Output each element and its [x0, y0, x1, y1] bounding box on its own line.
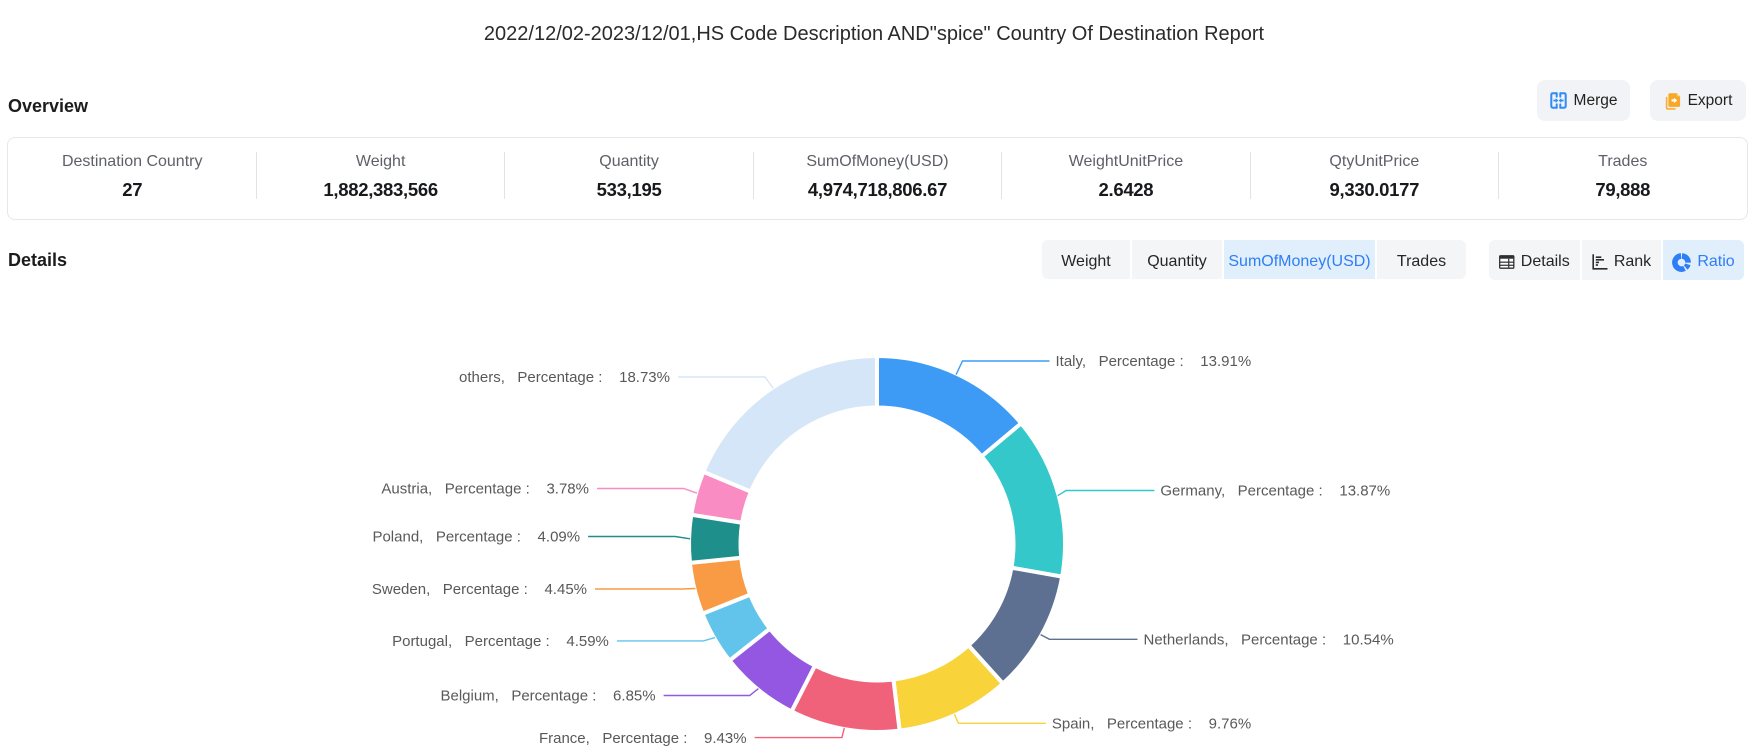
- svg-text:Italy, Percentage : 13.91: Italy, Percentage : 13.91%: [1056, 353, 1252, 370]
- svg-text:Poland, Percentage : 4.09: Poland, Percentage : 4.09%: [372, 529, 580, 546]
- svg-text:Austria, Percentage : 3.7: Austria, Percentage : 3.78%: [381, 481, 589, 498]
- svg-text:Sweden, Percentage : 4.45: Sweden, Percentage : 4.45%: [372, 581, 587, 598]
- svg-text:Belgium, Percentage : 6.8: Belgium, Percentage : 6.85%: [440, 688, 655, 705]
- svg-text:Portugal, Percentage : 4.: Portugal, Percentage : 4.59%: [392, 633, 609, 650]
- svg-text:Germany, Percentage : 13.: Germany, Percentage : 13.87%: [1160, 483, 1390, 500]
- svg-text:France, Percentage : 9.43: France, Percentage : 9.43%: [539, 730, 747, 747]
- svg-text:others, Percentage : 18.7: others, Percentage : 18.73%: [459, 369, 670, 386]
- svg-text:Netherlands, Percentage :: Netherlands, Percentage : 10.54%: [1144, 632, 1394, 649]
- svg-text:Spain, Percentage : 9.76%: Spain, Percentage : 9.76%: [1052, 716, 1251, 733]
